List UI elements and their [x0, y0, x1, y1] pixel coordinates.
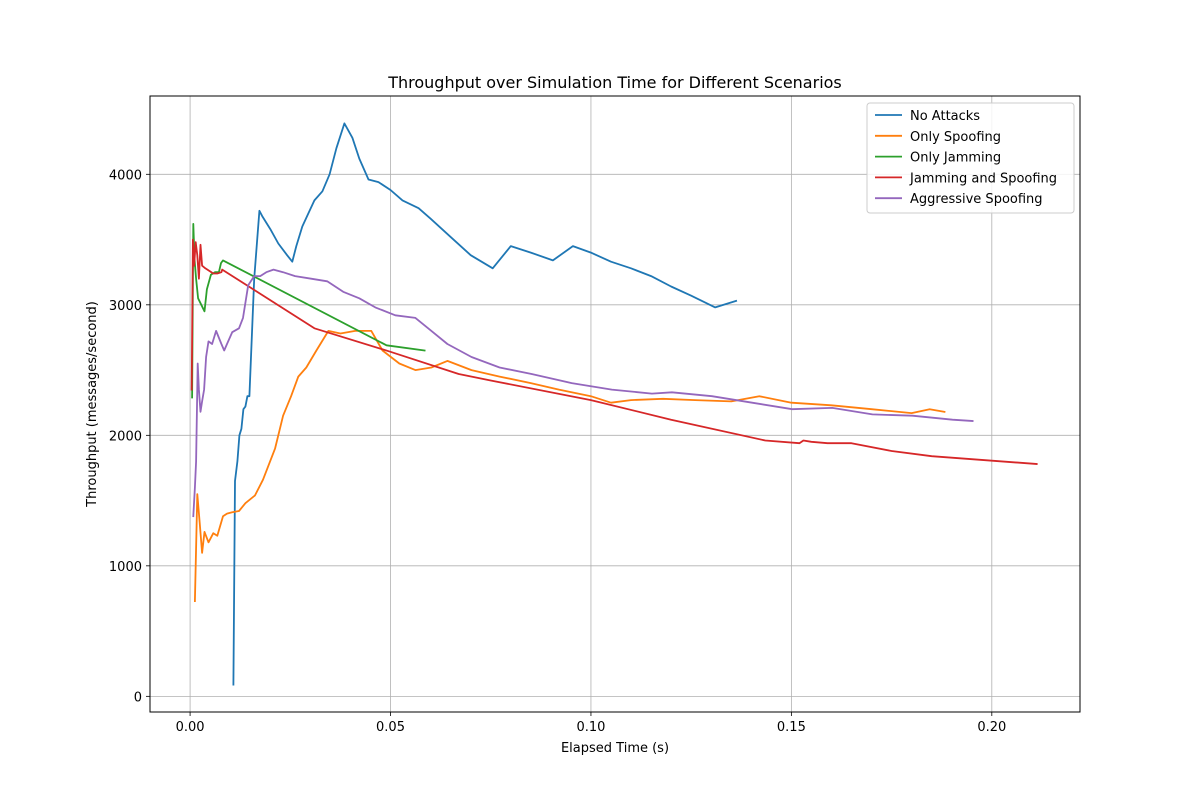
series-line-2: [191, 222, 426, 399]
legend: No Attacks Only Spoofing Only Jamming Jammi…: [866, 102, 1075, 214]
x-tick-label: 0.00: [176, 720, 205, 735]
series-line-0: [232, 122, 738, 686]
series-lines: [190, 122, 1038, 686]
axis-ticks: 0.00 0.05 0.10 0.15 0.20 0 1000 2000 3000 4000: [109, 168, 1006, 735]
x-tick-label: 0.20: [977, 720, 1006, 735]
legend-label: No Attacks: [910, 109, 980, 124]
legend-label: Only Jamming: [910, 151, 1001, 166]
x-tick-label: 0.10: [576, 720, 605, 735]
plot-frame: [149, 95, 1081, 713]
y-tick-label: 4000: [109, 168, 142, 183]
y-tick-label: 2000: [109, 429, 142, 444]
chart-title: Throughput over Simulation Time for Diff…: [387, 73, 842, 92]
y-tick-label: 3000: [109, 299, 142, 314]
legend-box: [866, 102, 1075, 214]
series-line-4: [192, 268, 974, 518]
x-axis-label: Elapsed Time (s): [561, 741, 669, 756]
legend-label: Only Spoofing: [910, 130, 1001, 145]
x-tick-label: 0.05: [376, 720, 405, 735]
y-axis-label: Throughput (messages/second): [85, 301, 100, 508]
y-tick-label: 0: [134, 690, 142, 705]
series-line-3: [190, 238, 1038, 465]
legend-label: Aggressive Spoofing: [910, 192, 1043, 207]
x-tick-label: 0.15: [777, 720, 806, 735]
series-line-1: [193, 329, 946, 603]
legend-label: Jamming and Spoofing: [909, 171, 1057, 186]
y-tick-label: 1000: [109, 560, 142, 575]
